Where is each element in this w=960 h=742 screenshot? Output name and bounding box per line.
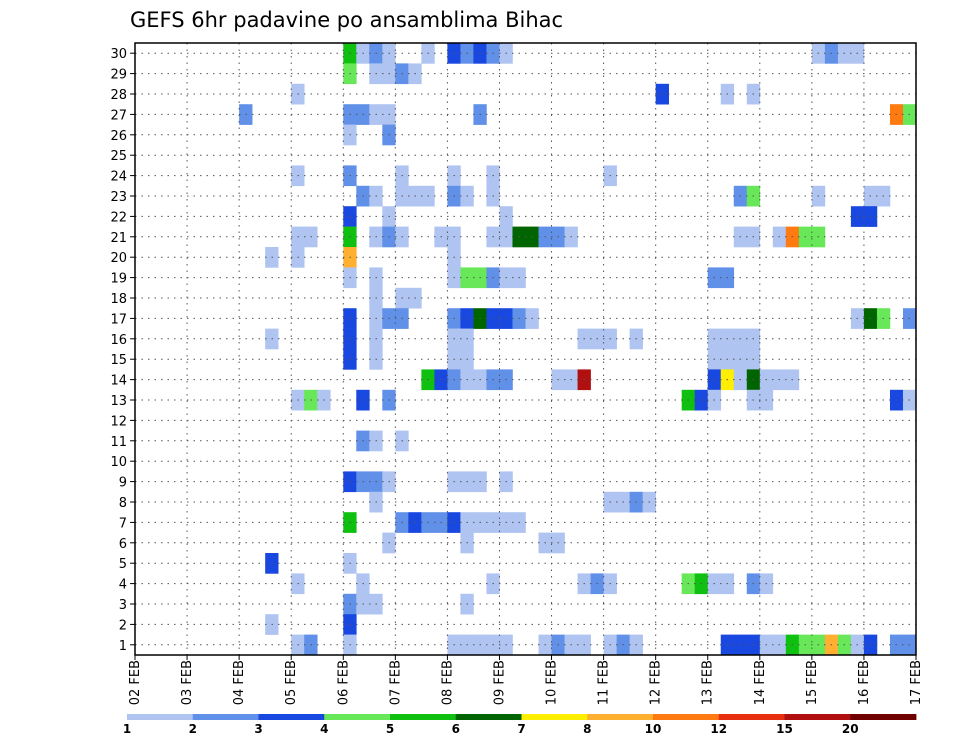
x-tick-label: 17 FEB (909, 660, 924, 705)
colorbar-swatch (850, 714, 917, 720)
y-tick-label: 23 (110, 190, 127, 205)
chart-title: GEFS 6hr padavine po ansamblima Bihac (130, 8, 563, 32)
colorbar-label: 5 (386, 722, 394, 736)
x-tick-label: 06 FEB (336, 660, 351, 705)
colorbar-swatch (784, 714, 851, 720)
colorbar-swatch (258, 714, 325, 720)
x-tick-label: 04 FEB (232, 660, 247, 705)
x-tick-label: 03 FEB (180, 660, 195, 705)
y-tick-label: 12 (110, 414, 127, 429)
y-tick-label: 8 (119, 496, 127, 511)
x-tick-label: 12 FEB (649, 660, 664, 705)
x-axis: 02 FEB 03 FEB 04 FEB 05 FEB 06 FEB 07 FEB 08 F… (128, 655, 924, 705)
colorbar-label: 10 (645, 722, 662, 736)
y-tick-label: 5 (119, 557, 127, 572)
colorbar-swatch (718, 714, 785, 720)
x-tick-label: 08 FEB (440, 660, 455, 705)
y-tick-label: 28 (110, 88, 127, 103)
y-tick-label: 11 (110, 435, 127, 450)
y-tick-label: 29 (110, 68, 127, 83)
y-tick-label: 6 (119, 537, 127, 552)
y-tick-label: 4 (119, 578, 127, 593)
y-tick-label: 19 (110, 272, 127, 287)
x-tick-label: 15 FEB (805, 660, 820, 705)
colorbar-label: 15 (776, 722, 793, 736)
colorbar-label: 20 (842, 722, 859, 736)
y-tick-label: 18 (110, 292, 127, 307)
x-tick-label: 16 FEB (857, 660, 872, 705)
y-tick-label: 9 (119, 476, 127, 491)
y-tick-label: 22 (110, 210, 127, 225)
y-tick-label: 16 (110, 333, 127, 348)
colorbar-swatch (653, 714, 720, 720)
y-tick-label: 13 (110, 394, 127, 409)
x-tick-label: 13 FEB (701, 660, 716, 705)
x-tick-label: 14 FEB (753, 660, 768, 705)
y-axis: 1234567891011121314151617181920212223242… (110, 47, 135, 654)
y-tick-label: 15 (110, 353, 127, 368)
colorbar-swatch (192, 714, 259, 720)
colorbar-swatch (587, 714, 654, 720)
colorbar-swatch (521, 714, 588, 720)
colorbar-label: 3 (254, 722, 262, 736)
x-tick-label: 05 FEB (284, 660, 299, 705)
colorbar-label: 12 (710, 722, 727, 736)
plot-frame (134, 42, 917, 656)
colorbar-swatch (455, 714, 522, 720)
colorbar: 1 2 3 4 5 6 7 8 10 12 15 20 (123, 714, 917, 736)
y-tick-label: 20 (110, 251, 127, 266)
y-tick-label: 14 (110, 374, 127, 389)
colorbar-swatch (324, 714, 391, 720)
y-tick-label: 3 (119, 598, 127, 613)
y-tick-label: 25 (110, 149, 127, 164)
y-tick-label: 17 (110, 312, 127, 327)
colorbar-label: 6 (452, 722, 460, 736)
y-tick-label: 7 (119, 516, 127, 531)
x-tick-label: 10 FEB (545, 660, 560, 705)
dotted-grid (135, 43, 916, 655)
y-tick-label: 26 (110, 129, 127, 144)
colorbar-label: 4 (320, 722, 328, 736)
colorbar-swatch (390, 714, 457, 720)
colorbar-label: 7 (517, 722, 525, 736)
colorbar-label: 1 (123, 722, 131, 736)
colorbar-label: 8 (583, 722, 591, 736)
x-tick-label: 07 FEB (388, 660, 403, 705)
colorbar-label: 2 (189, 722, 197, 736)
colorbar-swatch (127, 714, 194, 720)
y-tick-label: 24 (110, 170, 127, 185)
x-tick-label: 11 FEB (597, 660, 612, 705)
y-tick-label: 1 (119, 639, 127, 654)
x-tick-label: 02 FEB (128, 660, 143, 705)
x-tick-label: 09 FEB (492, 660, 507, 705)
y-tick-label: 21 (110, 231, 127, 246)
y-tick-label: 2 (119, 618, 127, 633)
y-tick-label: 30 (110, 47, 127, 62)
y-tick-label: 27 (110, 108, 127, 123)
y-tick-label: 10 (110, 455, 127, 470)
